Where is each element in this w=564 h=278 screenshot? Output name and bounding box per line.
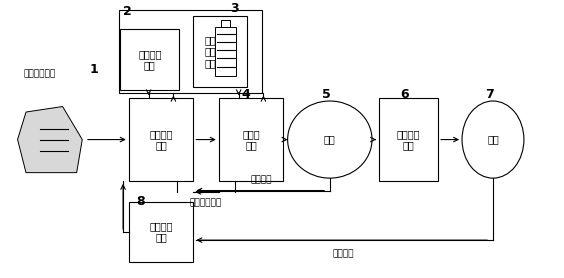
Text: 超级电容
系统: 超级电容 系统 xyxy=(138,49,161,71)
Text: 1: 1 xyxy=(89,63,98,76)
Bar xyxy=(215,27,236,76)
Bar xyxy=(119,10,262,93)
Text: 车辆速度: 车辆速度 xyxy=(332,249,354,258)
Text: 2: 2 xyxy=(123,5,131,18)
Text: 电机转速: 电机转速 xyxy=(251,175,272,184)
Text: 路面感知
模块: 路面感知 模块 xyxy=(149,221,173,243)
Text: 5: 5 xyxy=(321,88,331,101)
Ellipse shape xyxy=(462,101,524,178)
Text: 电机: 电机 xyxy=(324,135,336,145)
Text: 3: 3 xyxy=(230,2,239,15)
Bar xyxy=(120,29,179,90)
Text: 电机控
制器: 电机控 制器 xyxy=(243,129,260,150)
Bar xyxy=(219,98,283,181)
Polygon shape xyxy=(17,106,82,173)
Text: 电机输出能力: 电机输出能力 xyxy=(190,198,222,207)
Text: 7: 7 xyxy=(484,88,494,101)
Text: 轮胎: 轮胎 xyxy=(487,135,499,145)
Bar xyxy=(379,98,438,181)
Text: 6: 6 xyxy=(400,88,409,101)
Bar xyxy=(193,16,247,87)
Text: 8: 8 xyxy=(136,195,144,208)
Text: 动力
电池
系统: 动力 电池 系统 xyxy=(204,35,216,68)
Ellipse shape xyxy=(288,101,372,178)
Text: 计算决策
模块: 计算决策 模块 xyxy=(149,129,173,150)
Text: 机械传动
系统: 机械传动 系统 xyxy=(397,129,420,150)
Bar xyxy=(129,202,193,262)
Bar xyxy=(222,20,230,27)
Text: 司机制动信号: 司机制动信号 xyxy=(24,69,56,78)
Bar xyxy=(129,98,193,181)
Text: 4: 4 xyxy=(241,88,250,101)
